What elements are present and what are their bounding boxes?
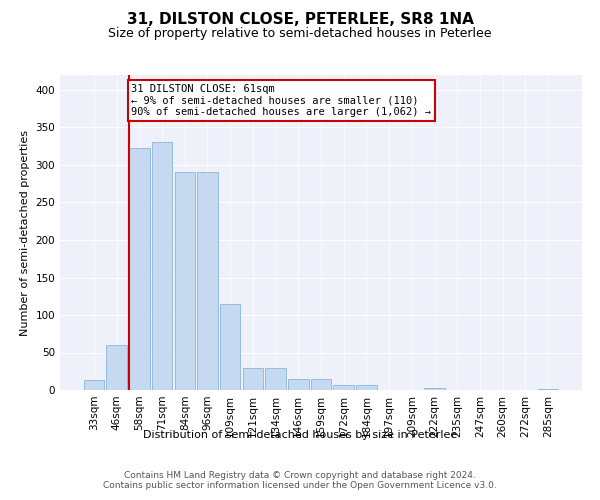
Bar: [242, 368, 263, 390]
Text: Size of property relative to semi-detached houses in Peterlee: Size of property relative to semi-detach…: [108, 28, 492, 40]
Bar: [311, 379, 331, 390]
Bar: [106, 345, 127, 390]
Text: 31 DILSTON CLOSE: 61sqm
← 9% of semi-detached houses are smaller (110)
90% of se: 31 DILSTON CLOSE: 61sqm ← 9% of semi-det…: [131, 84, 431, 117]
Bar: [424, 388, 445, 390]
Bar: [334, 385, 354, 390]
Text: Contains HM Land Registry data © Crown copyright and database right 2024.
Contai: Contains HM Land Registry data © Crown c…: [103, 470, 497, 490]
Bar: [538, 388, 558, 390]
Y-axis label: Number of semi-detached properties: Number of semi-detached properties: [20, 130, 30, 336]
Bar: [175, 172, 195, 390]
Bar: [152, 142, 172, 390]
Bar: [129, 148, 149, 390]
Bar: [265, 368, 286, 390]
Text: 31, DILSTON CLOSE, PETERLEE, SR8 1NA: 31, DILSTON CLOSE, PETERLEE, SR8 1NA: [127, 12, 473, 28]
Text: Distribution of semi-detached houses by size in Peterlee: Distribution of semi-detached houses by …: [143, 430, 457, 440]
Bar: [197, 172, 218, 390]
Bar: [356, 385, 377, 390]
Bar: [84, 380, 104, 390]
Bar: [220, 304, 241, 390]
Bar: [288, 379, 308, 390]
